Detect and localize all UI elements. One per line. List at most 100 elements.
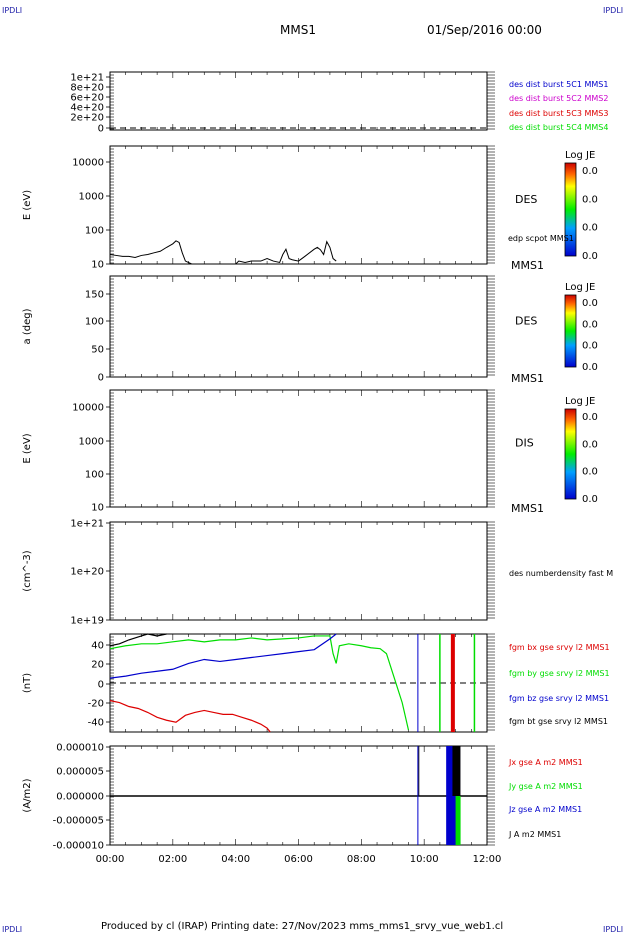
colorbar: [564, 162, 577, 257]
y-tick-label: 1e+21: [70, 519, 104, 530]
colorbar-tick-label: 0.0: [582, 223, 598, 234]
colorbar-tick-label: 0.0: [582, 494, 598, 505]
y-tick-label: 100: [85, 470, 104, 481]
scpot-line: [109, 240, 337, 265]
legend-entry: des numberdensity fast M: [509, 569, 613, 578]
y-tick-label: 0: [98, 373, 104, 384]
panel-frame: [109, 145, 488, 265]
y-tick-label: 6e+20: [70, 93, 104, 104]
colorbar-title: Log JE: [565, 150, 595, 161]
corner-mark-top-right: IPDLI: [603, 6, 623, 15]
x-tick-label: 10:00: [410, 854, 439, 865]
y-tick-label: 0: [98, 680, 104, 691]
corner-mark-bottom-right: IPDLI: [603, 925, 623, 934]
header-spacecraft: MMS1: [280, 23, 316, 37]
x-tick-label: 06:00: [284, 854, 313, 865]
y-axis-label: (cm^-3): [22, 550, 33, 591]
y-tick-label: 2e+20: [70, 113, 104, 124]
x-tick-label: 04:00: [221, 854, 250, 865]
legend-entry: Jz gse A m2 MMS1: [508, 805, 582, 814]
x-tick-label: 00:00: [96, 854, 125, 865]
series-line: [109, 633, 167, 647]
colorbar-tick-label: 0.0: [582, 194, 598, 205]
corner-mark-top-left: IPDLI: [2, 6, 22, 15]
y-tick-label: 1e+19: [70, 616, 104, 627]
colorbar-tick-label: 0.0: [582, 166, 598, 177]
colorbar-tick-label: 0.0: [582, 362, 598, 373]
y-tick-label: 0.000000: [56, 792, 104, 803]
y-tick-label: 150: [85, 290, 104, 301]
y-tick-label: 10000: [72, 158, 104, 169]
panel-label: DIS: [515, 437, 534, 450]
y-tick-label: 1000: [79, 192, 104, 203]
legend-entry: fgm bt gse srvy l2 MMS1: [509, 717, 608, 726]
y-tick-label: -0.000005: [53, 816, 104, 827]
x-tick-label: 08:00: [347, 854, 376, 865]
y-tick-label: 1e+21: [70, 73, 104, 84]
legend-entry: J A m2 MMS1: [508, 830, 561, 839]
legend-entry: fgm by gse srvy l2 MMS1: [509, 669, 610, 678]
y-axis-label: E (eV): [22, 190, 33, 220]
y-tick-label: 100: [85, 226, 104, 237]
y-tick-label: -20: [88, 699, 104, 710]
colorbar: [564, 408, 577, 500]
legend-entry: des dist burst 5C2 MMS2: [509, 94, 608, 103]
legend-entry: Jy gse A m2 MMS1: [508, 782, 583, 791]
y-tick-label: 10: [91, 260, 104, 271]
y-tick-label: 20: [91, 660, 104, 671]
panel-frame: [109, 389, 488, 508]
legend-entry: des dist burst 5C1 MMS1: [509, 80, 608, 89]
colorbar-title: Log JE: [565, 396, 595, 407]
header-date: 01/Sep/2016 00:00: [427, 23, 542, 37]
series-line: [109, 633, 337, 679]
panel-label: DES: [515, 193, 537, 206]
y-tick-label: 0.000010: [56, 743, 104, 754]
colorbar-tick-label: 0.0: [582, 298, 598, 309]
colorbar: [564, 294, 577, 368]
colorbar-tick-label: 0.0: [582, 341, 598, 352]
corner-mark-bottom-left: IPDLI: [2, 925, 22, 934]
current-burst: [455, 796, 461, 845]
legend-entry: des dist burst 5C4 MMS4: [509, 123, 608, 132]
y-tick-label: 10000: [72, 403, 104, 414]
y-tick-label: 1e+20: [70, 567, 104, 578]
y-tick-label: 100: [85, 317, 104, 328]
y-tick-label: 1000: [79, 437, 104, 448]
colorbar-tick-label: 0.0: [582, 439, 598, 450]
legend-entry: fgm bz gse srvy l2 MMS1: [509, 694, 609, 703]
x-tick-label: 12:00: [473, 854, 502, 865]
y-tick-label: 10: [91, 503, 104, 514]
panel-label: DES: [515, 315, 537, 328]
panel-frame: [109, 275, 488, 378]
legend-entry: des dist burst 5C3 MMS3: [509, 109, 608, 118]
y-tick-label: 8e+20: [70, 83, 104, 94]
y-tick-label: 0: [98, 124, 104, 135]
y-tick-label: 4e+20: [70, 103, 104, 114]
colorbar-tick-label: 0.0: [582, 412, 598, 423]
y-axis-label: a (deg): [22, 308, 33, 344]
y-tick-label: 0.000005: [56, 767, 104, 778]
y-tick-label: -0.000010: [53, 841, 104, 852]
colorbar-tick-label: 0.0: [582, 319, 598, 330]
x-tick-label: 02:00: [158, 854, 187, 865]
sc-label: MMS1: [511, 372, 544, 385]
sc-label: MMS1: [511, 502, 544, 515]
y-tick-label: -40: [88, 718, 104, 729]
y-tick-label: 50: [91, 345, 104, 356]
spike: [450, 634, 455, 732]
panel-frame: [109, 71, 488, 131]
y-axis-label: (A/m2): [22, 778, 33, 812]
y-axis-label: E (eV): [22, 433, 33, 463]
sc-label: MMS1: [511, 259, 544, 272]
line-label: edp scpot MMS1: [508, 234, 574, 243]
current-burst: [452, 746, 461, 796]
colorbar-tick-label: 0.0: [582, 251, 598, 262]
legend-entry: fgm bx gse srvy l2 MMS1: [509, 643, 610, 652]
footer: Produced by cl (IRAP) Printing date: 27/…: [101, 921, 503, 932]
panel-frame: [109, 521, 488, 621]
series-line: [109, 635, 410, 731]
legend-entry: Jx gse A m2 MMS1: [508, 758, 583, 767]
series-line: [109, 700, 271, 733]
